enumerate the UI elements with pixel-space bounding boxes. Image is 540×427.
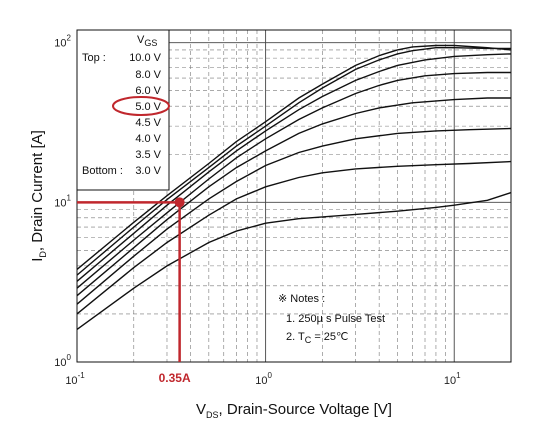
series-line-8-0-V xyxy=(76,47,511,276)
y-axis-title: ID, Drain Current [A] xyxy=(29,130,48,262)
annotation-highlight-ellipse xyxy=(112,96,170,116)
legend-box xyxy=(76,29,170,191)
series-line-3-5-V xyxy=(76,160,512,315)
legend-entries: 10.0 V 8.0 V 6.0 V 5.0 V 4.5 V 4.0 V 3.5 V 3.0 … xyxy=(129,52,161,177)
x-axis-title: VDS, Drain-Source Voltage [V] xyxy=(196,401,392,420)
legend-entry: 8.0 V xyxy=(135,69,161,81)
legend-top-label: Top : xyxy=(82,52,106,64)
annotation-x-label: 0.35A xyxy=(159,371,191,385)
legend-header: VGS xyxy=(137,34,157,48)
series-line-6-0-V xyxy=(76,53,512,282)
annotation-point xyxy=(174,197,185,208)
x-tick-label: 100 xyxy=(255,371,272,387)
legend-bottom-label: Bottom : xyxy=(82,165,123,177)
notes-line-1: 1. 250µ s Pulse Test xyxy=(286,313,385,325)
curves xyxy=(76,44,512,330)
legend-entry: 3.0 V xyxy=(135,165,161,177)
notes-line-2: 2. TC = 25℃ xyxy=(286,331,348,345)
legend-entry: 4.0 V xyxy=(135,133,161,145)
x-tick-label: 10-1 xyxy=(65,371,85,387)
series-line-3-0-V xyxy=(76,191,512,330)
legend-entry: 10.0 V xyxy=(129,52,161,64)
legend-entry: 3.5 V xyxy=(135,149,161,161)
plot-frame xyxy=(76,29,512,363)
y-tick-label: 101 xyxy=(54,193,71,209)
series-line-4-5-V xyxy=(76,97,511,297)
notes-title: ※ Notes : xyxy=(278,293,325,305)
x-tick-label: 101 xyxy=(444,371,461,387)
notes: ※ Notes : 1. 250µ s Pulse Test 2. TC = 2… xyxy=(278,293,385,345)
series-line-10-0-V xyxy=(76,44,512,270)
y-tick-label: 102 xyxy=(54,34,71,50)
series-line-4-0-V xyxy=(76,127,512,305)
legend-entry: 5.0 V xyxy=(135,101,161,113)
legend: VGS Top : Bottom : 10.0 V 8.0 V 6.0 V 5.0 V… xyxy=(76,29,170,191)
annotation: 0.35A xyxy=(77,96,191,385)
y-tick-label: 100 xyxy=(54,353,71,369)
legend-entry: 6.0 V xyxy=(135,85,161,97)
legend-entry: 4.5 V xyxy=(135,117,161,129)
tick-labels: 10-1 100 101 100 101 102 xyxy=(54,34,461,387)
